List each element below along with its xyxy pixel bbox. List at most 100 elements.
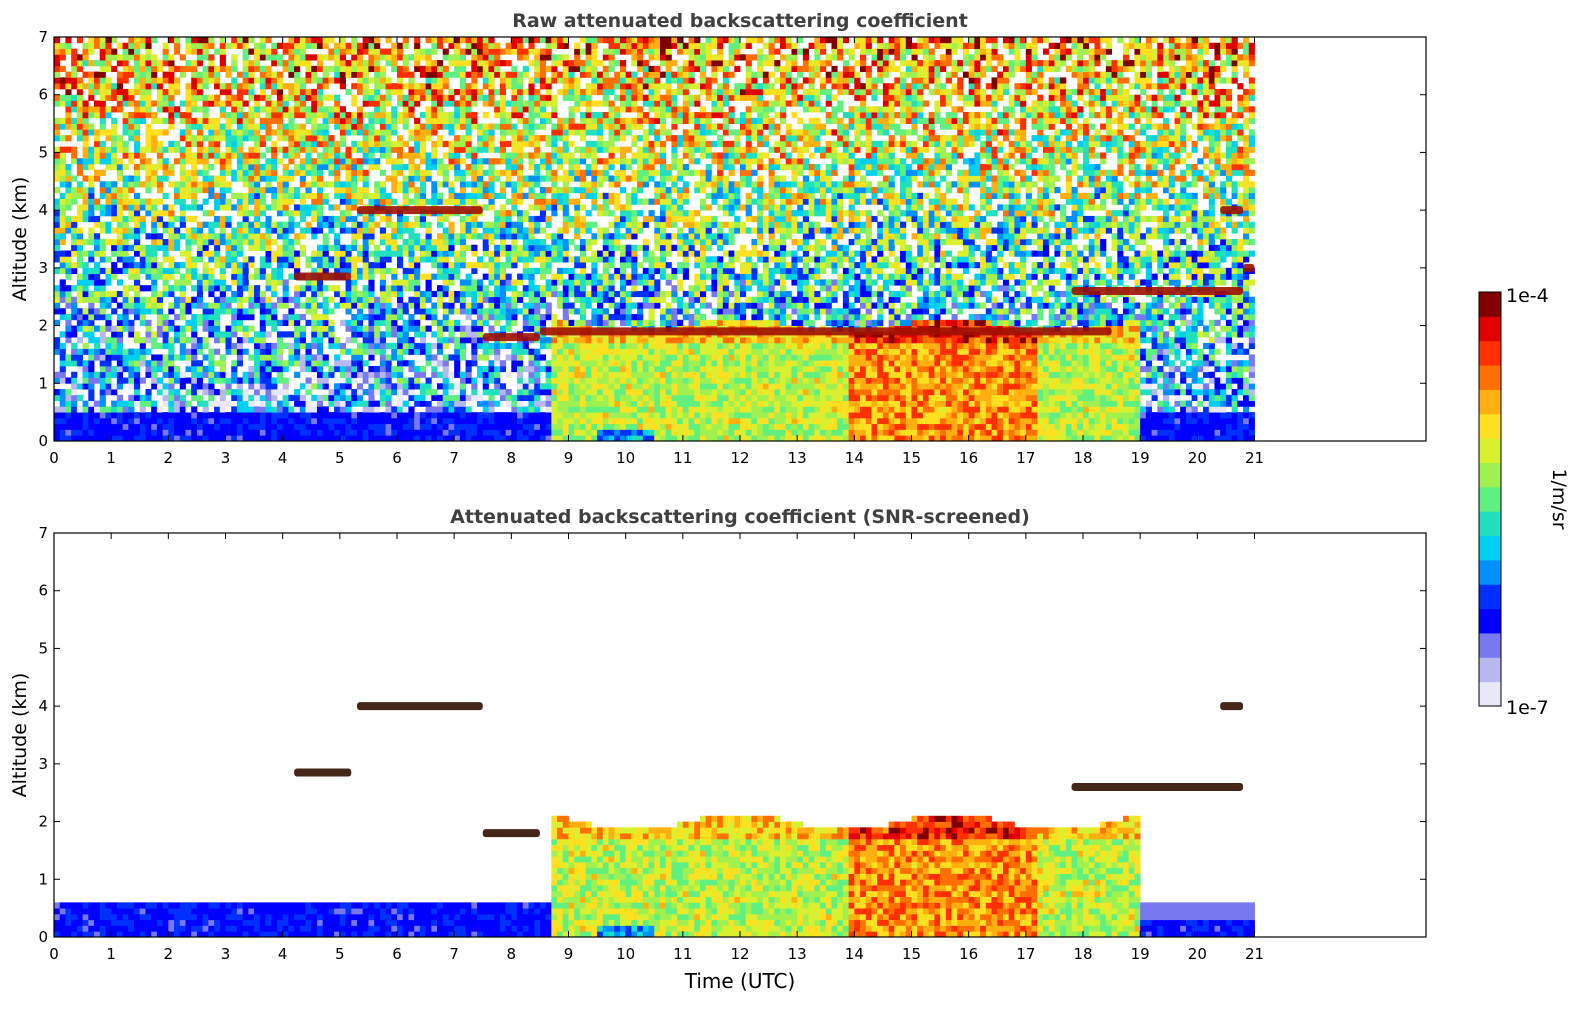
heatmap-cell <box>99 169 106 176</box>
heatmap-cell <box>94 77 101 84</box>
heatmap-cell <box>374 117 381 124</box>
heatmap-cell <box>156 152 164 159</box>
heatmap-cell <box>82 435 89 442</box>
heatmap-cell <box>65 135 72 142</box>
heatmap-cell <box>202 250 209 257</box>
heatmap-cell <box>282 60 289 67</box>
heatmap-cell <box>105 204 112 211</box>
heatmap-cell <box>65 37 72 44</box>
heatmap-cell <box>168 308 175 315</box>
heatmap-cell <box>248 146 255 153</box>
heatmap-cell <box>322 383 329 390</box>
heatmap-cell <box>488 423 495 430</box>
heatmap-cell <box>254 106 261 113</box>
heatmap-cell <box>128 360 135 367</box>
heatmap-cell <box>391 158 398 165</box>
heatmap-cell <box>185 412 192 419</box>
heatmap-cell <box>499 308 507 315</box>
heatmap-cell <box>254 135 261 142</box>
heatmap-cell <box>568 337 575 344</box>
heatmap-cell <box>488 360 495 367</box>
heatmap-cell <box>288 48 295 55</box>
heatmap-cell <box>162 146 169 153</box>
heatmap-cell <box>59 117 66 124</box>
heatmap-cell <box>465 394 472 401</box>
heatmap-cell <box>254 192 261 199</box>
heatmap-cell <box>196 302 204 309</box>
heatmap-cell <box>156 129 164 136</box>
heatmap-cell <box>356 331 364 338</box>
heatmap-cell <box>139 227 146 234</box>
heatmap-cell <box>316 400 324 407</box>
heatmap-cell <box>442 233 449 240</box>
heatmap-cell <box>385 314 392 321</box>
heatmap-cell <box>179 400 186 407</box>
heatmap-cell <box>316 319 324 326</box>
heatmap-cell <box>316 354 324 361</box>
heatmap-cell <box>465 123 472 130</box>
heatmap-cell <box>397 360 404 367</box>
heatmap-cell <box>305 302 312 309</box>
heatmap-cell <box>402 423 409 430</box>
heatmap-cell <box>214 158 221 165</box>
heatmap-cell <box>562 308 569 315</box>
heatmap-cell <box>379 71 386 78</box>
heatmap-cell <box>459 77 466 84</box>
heatmap-cell <box>231 331 238 338</box>
heatmap-cell <box>71 192 78 199</box>
heatmap-cell <box>82 308 89 315</box>
heatmap-cell <box>294 296 301 303</box>
heatmap-cell <box>362 250 369 257</box>
heatmap-cell <box>517 140 524 148</box>
heatmap-cell <box>134 54 141 61</box>
heatmap-cell <box>351 337 358 344</box>
heatmap-cell <box>494 435 501 442</box>
heatmap-cell <box>265 77 272 84</box>
heatmap-cell <box>288 296 295 303</box>
heatmap-cell <box>219 400 226 407</box>
heatmap-cell <box>196 83 204 90</box>
heatmap-cell <box>494 400 501 407</box>
heatmap-cell <box>299 337 306 344</box>
heatmap-cell <box>551 371 558 378</box>
heatmap-cell <box>248 383 255 390</box>
heatmap-cell <box>528 42 535 49</box>
heatmap-cell <box>134 129 141 136</box>
heatmap-cell <box>191 192 198 199</box>
heatmap-cell <box>248 88 255 96</box>
heatmap-cell <box>465 140 472 148</box>
heatmap-cell <box>265 406 272 413</box>
heatmap-cell <box>151 429 158 436</box>
heatmap-cell <box>442 94 449 101</box>
heatmap-cell <box>459 325 466 332</box>
heatmap-cell <box>225 429 232 436</box>
heatmap-cell <box>168 169 175 176</box>
heatmap-cell <box>511 233 518 240</box>
heatmap-cell <box>557 342 564 350</box>
heatmap-cell <box>534 181 541 188</box>
heatmap-cell <box>265 435 272 442</box>
heatmap-cell <box>191 77 198 84</box>
heatmap-cell <box>368 233 375 240</box>
heatmap-cell <box>334 169 341 176</box>
heatmap-cell <box>482 192 489 199</box>
heatmap-cell <box>254 181 261 188</box>
heatmap-cell <box>162 210 169 217</box>
heatmap-cell <box>374 106 381 113</box>
heatmap-cell <box>305 163 312 171</box>
heatmap-cell <box>471 83 478 90</box>
heatmap-cell <box>122 314 129 321</box>
heatmap-cell <box>288 123 295 130</box>
heatmap-cell <box>305 169 312 176</box>
heatmap-cell <box>185 158 192 165</box>
heatmap-cell <box>288 210 295 217</box>
heatmap-cell <box>88 146 95 153</box>
heatmap-cell <box>145 302 152 309</box>
heatmap-cell <box>459 256 466 263</box>
heatmap-cell <box>459 135 466 142</box>
heatmap-cell <box>71 106 78 113</box>
heatmap-cell <box>545 163 552 171</box>
heatmap-cell <box>574 319 581 326</box>
heatmap-cell <box>208 290 215 298</box>
heatmap-cell <box>276 365 284 373</box>
